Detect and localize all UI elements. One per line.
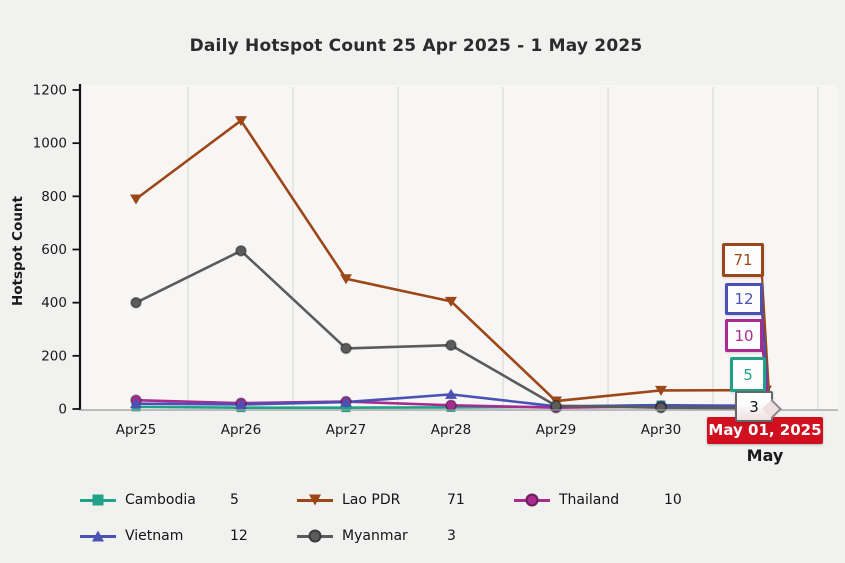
tooltip-value: 5 bbox=[743, 365, 753, 384]
month-axis-label: May bbox=[746, 446, 784, 465]
thailand-circle-marker-icon bbox=[514, 493, 550, 507]
vietnam-triangle-marker-icon bbox=[80, 529, 116, 543]
legend-item-thailand[interactable]: Thailand 10 bbox=[514, 492, 731, 508]
lao-pdr-triangle-marker-icon bbox=[297, 493, 333, 507]
myanmar-circle-marker-icon bbox=[297, 529, 333, 543]
tooltip-myanmar-value: 3 bbox=[735, 391, 773, 422]
svg-text:Apr25: Apr25 bbox=[116, 422, 157, 438]
chart-title: Daily Hotspot Count 25 Apr 2025 - 1 May … bbox=[189, 36, 643, 56]
tooltip-value: 3 bbox=[749, 397, 759, 416]
svg-text:Apr27: Apr27 bbox=[326, 422, 367, 438]
legend-item-vietnam[interactable]: Vietnam 12 bbox=[80, 528, 297, 544]
svg-text:400: 400 bbox=[41, 295, 67, 311]
legend-item-myanmar[interactable]: Myanmar 3 bbox=[297, 528, 514, 544]
plot-area[interactable]: 0 200 400 600 800 1000 1200 Apr25 Apr26 Apr27 Apr2… bbox=[0, 0, 845, 475]
svg-text:Apr26: Apr26 bbox=[221, 422, 262, 438]
svg-text:0: 0 bbox=[58, 402, 67, 418]
legend-value: 71 bbox=[447, 492, 465, 508]
legend-label: Cambodia bbox=[125, 492, 196, 508]
svg-text:Apr29: Apr29 bbox=[536, 422, 577, 438]
svg-text:Apr28: Apr28 bbox=[431, 422, 472, 438]
tooltip-value: 71 bbox=[733, 251, 753, 269]
legend-label: Myanmar bbox=[342, 528, 408, 544]
svg-text:1200: 1200 bbox=[33, 83, 67, 99]
legend-value: 12 bbox=[230, 528, 248, 544]
legend-item-lao-pdr[interactable]: Lao PDR 71 bbox=[297, 492, 514, 508]
legend-row: Cambodia 5 Lao PDR 71 Thailand 10 bbox=[80, 482, 740, 518]
tooltip-value: 10 bbox=[734, 326, 754, 345]
svg-text:600: 600 bbox=[41, 242, 67, 258]
tooltip-cambodia-value: 5 bbox=[730, 357, 766, 392]
legend-item-cambodia[interactable]: Cambodia 5 bbox=[80, 492, 297, 508]
legend: Cambodia 5 Lao PDR 71 Thailand 10 Vietna… bbox=[80, 482, 740, 554]
tooltip-vietnam-value: 12 bbox=[725, 283, 763, 315]
legend-value: 3 bbox=[447, 528, 456, 544]
legend-label: Thailand bbox=[559, 492, 620, 508]
legend-row: Vietnam 12 Myanmar 3 bbox=[80, 518, 740, 554]
legend-label: Vietnam bbox=[125, 528, 184, 544]
legend-value: 5 bbox=[230, 492, 239, 508]
svg-text:Apr30: Apr30 bbox=[641, 422, 682, 438]
svg-text:800: 800 bbox=[41, 189, 67, 205]
cambodia-square-marker-icon bbox=[80, 493, 116, 507]
legend-value: 10 bbox=[664, 492, 682, 508]
tooltip-thailand-value: 10 bbox=[725, 319, 763, 352]
tooltip-value: 12 bbox=[734, 290, 754, 308]
svg-text:1000: 1000 bbox=[33, 136, 67, 152]
legend-label: Lao PDR bbox=[342, 492, 401, 508]
tooltip-lao-pdr-value: 71 bbox=[722, 243, 764, 277]
svg-text:200: 200 bbox=[41, 348, 67, 364]
